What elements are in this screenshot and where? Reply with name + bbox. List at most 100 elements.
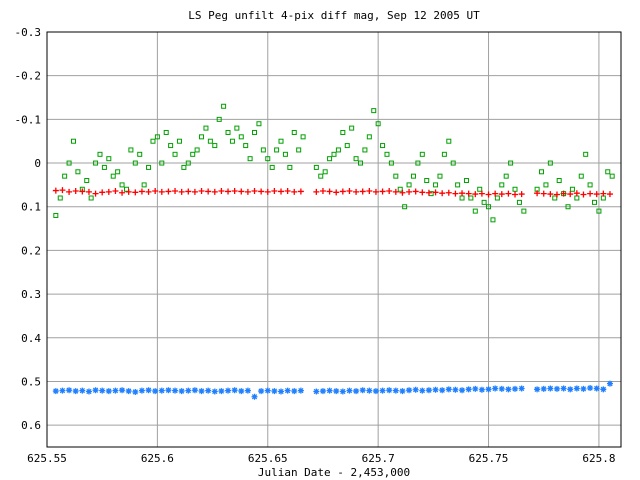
data-point-square <box>93 160 99 166</box>
data-point-plus <box>178 188 185 195</box>
data-point-star <box>372 388 379 395</box>
data-point-square <box>592 199 598 205</box>
data-point-square <box>335 147 341 153</box>
data-point-square <box>499 182 505 188</box>
data-point-plus <box>412 188 419 195</box>
data-point-square <box>172 151 178 157</box>
data-point-star <box>432 386 439 393</box>
data-point-plus <box>465 190 472 197</box>
data-point-plus <box>66 188 73 195</box>
data-point-square <box>477 186 483 192</box>
data-point-star <box>132 388 139 395</box>
data-point-star <box>600 386 607 393</box>
data-point-star <box>366 387 373 394</box>
data-point-plus <box>59 187 66 194</box>
data-point-plus <box>211 188 218 195</box>
data-point-star <box>313 388 320 395</box>
data-point-square <box>291 129 297 135</box>
data-point-star <box>439 387 446 394</box>
data-point-plus <box>198 188 205 195</box>
data-point-plus <box>452 190 459 197</box>
data-point-square <box>274 147 280 153</box>
data-point-square <box>344 143 350 149</box>
data-point-star <box>185 387 192 394</box>
y-tick-label: 0.6 <box>21 419 41 432</box>
data-point-star <box>492 385 499 392</box>
data-point-square <box>106 156 112 162</box>
data-point-plus <box>258 188 265 195</box>
data-point-star <box>353 388 360 395</box>
data-point-plus <box>485 191 492 198</box>
data-point-star <box>297 387 304 394</box>
data-point-star <box>399 388 406 395</box>
data-point-plus <box>218 188 225 195</box>
data-point-square <box>225 129 231 135</box>
data-point-star <box>251 393 258 400</box>
data-point-square <box>176 138 182 144</box>
data-point-square <box>115 169 121 175</box>
data-point-plus <box>553 191 560 198</box>
data-point-square <box>552 195 558 201</box>
data-point-plus <box>264 188 271 195</box>
data-point-square <box>481 199 487 205</box>
data-point-square <box>578 173 584 179</box>
data-point-plus <box>319 188 326 195</box>
data-point-square <box>150 138 156 144</box>
data-point-plus <box>291 188 298 195</box>
data-point-star <box>580 385 587 392</box>
x-tick-label: 625.75 <box>469 452 509 465</box>
data-point-plus <box>99 189 106 196</box>
data-point-square <box>406 182 412 188</box>
data-point-square <box>123 186 129 192</box>
data-point-plus <box>244 188 251 195</box>
data-point-plus <box>534 190 541 197</box>
data-point-square <box>472 208 478 214</box>
data-point-square <box>216 116 222 122</box>
y-tick-label: 0.1 <box>21 201 41 214</box>
data-point-star <box>346 387 353 394</box>
data-point-square <box>62 173 68 179</box>
data-point-square <box>340 129 346 135</box>
data-point-square <box>256 121 262 127</box>
y-tick-label: 0.4 <box>21 332 41 345</box>
data-point-star <box>386 387 393 394</box>
data-point-star <box>359 387 366 394</box>
data-point-plus <box>445 189 452 196</box>
data-point-square <box>203 125 209 131</box>
data-point-plus <box>313 188 320 195</box>
data-point-plus <box>191 188 198 195</box>
data-point-plus <box>600 190 607 197</box>
data-point-square <box>521 208 527 214</box>
data-point-square <box>269 164 275 170</box>
data-point-square <box>375 121 381 127</box>
data-point-square <box>371 108 377 114</box>
data-point-plus <box>399 189 406 196</box>
data-point-square <box>609 173 615 179</box>
data-point-square <box>265 156 271 162</box>
data-point-star <box>165 387 172 394</box>
data-point-square <box>486 204 492 210</box>
data-point-star <box>191 387 198 394</box>
data-point-plus <box>492 190 499 197</box>
data-point-star <box>72 388 79 395</box>
data-point-square <box>441 151 447 157</box>
data-point-square <box>516 199 522 205</box>
data-point-square <box>243 143 249 149</box>
data-point-square <box>380 143 386 149</box>
data-point-square <box>282 151 288 157</box>
x-tick-label: 625.8 <box>582 452 615 465</box>
data-point-star <box>567 386 574 393</box>
x-tick-labels: 625.55 625.6 625.65 625.7 625.75 625.8 <box>27 452 615 465</box>
data-point-square <box>137 151 143 157</box>
data-point-square <box>190 151 196 157</box>
data-point-star <box>445 386 452 393</box>
data-point-plus <box>205 188 212 195</box>
data-point-star <box>158 387 165 394</box>
data-point-square <box>547 160 553 166</box>
y-tick-label: 0.5 <box>21 375 41 388</box>
data-point-star <box>198 388 205 395</box>
data-point-square <box>154 134 160 140</box>
data-point-star <box>271 388 278 395</box>
data-point-square <box>574 195 580 201</box>
